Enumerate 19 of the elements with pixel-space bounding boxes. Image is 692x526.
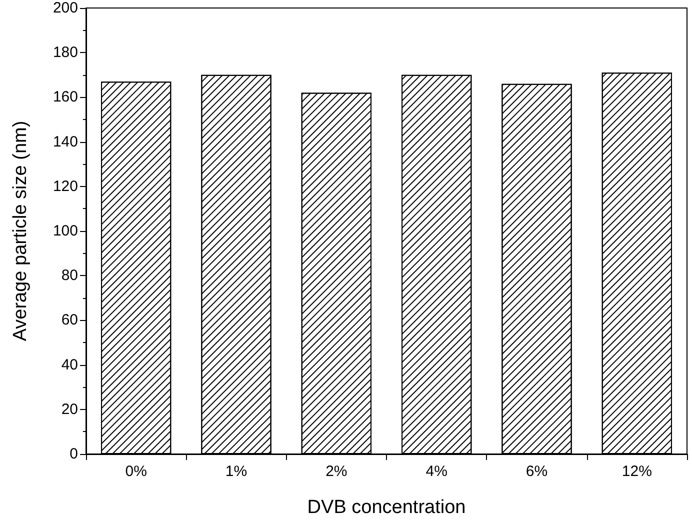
y-tick-label: 120 — [52, 178, 78, 195]
y-tick-label: 100 — [52, 222, 78, 240]
y-tick-label: 80 — [61, 267, 78, 284]
y-tick-label: 140 — [52, 133, 78, 150]
y-tick-label: 20 — [61, 400, 78, 418]
x-tick-label: 12% — [622, 463, 652, 480]
x-tick-label: 0% — [125, 463, 147, 480]
y-tick-label: 40 — [61, 356, 78, 374]
x-tick-label: 4% — [426, 463, 448, 480]
y-tick-label: 200 — [52, 0, 78, 16]
x-axis-title: DVB concentration — [307, 497, 466, 518]
y-tick-label: 0 — [70, 446, 78, 462]
x-tick-label: 2% — [326, 463, 348, 480]
x-tick-label: 1% — [225, 463, 248, 480]
x-tick-label: 6% — [526, 463, 548, 480]
y-tick-label: 60 — [61, 312, 78, 329]
y-axis-title: Average particle size (nm) — [10, 120, 31, 342]
y-tick-label: 180 — [52, 44, 78, 62]
y-tick-label: 160 — [52, 88, 78, 106]
